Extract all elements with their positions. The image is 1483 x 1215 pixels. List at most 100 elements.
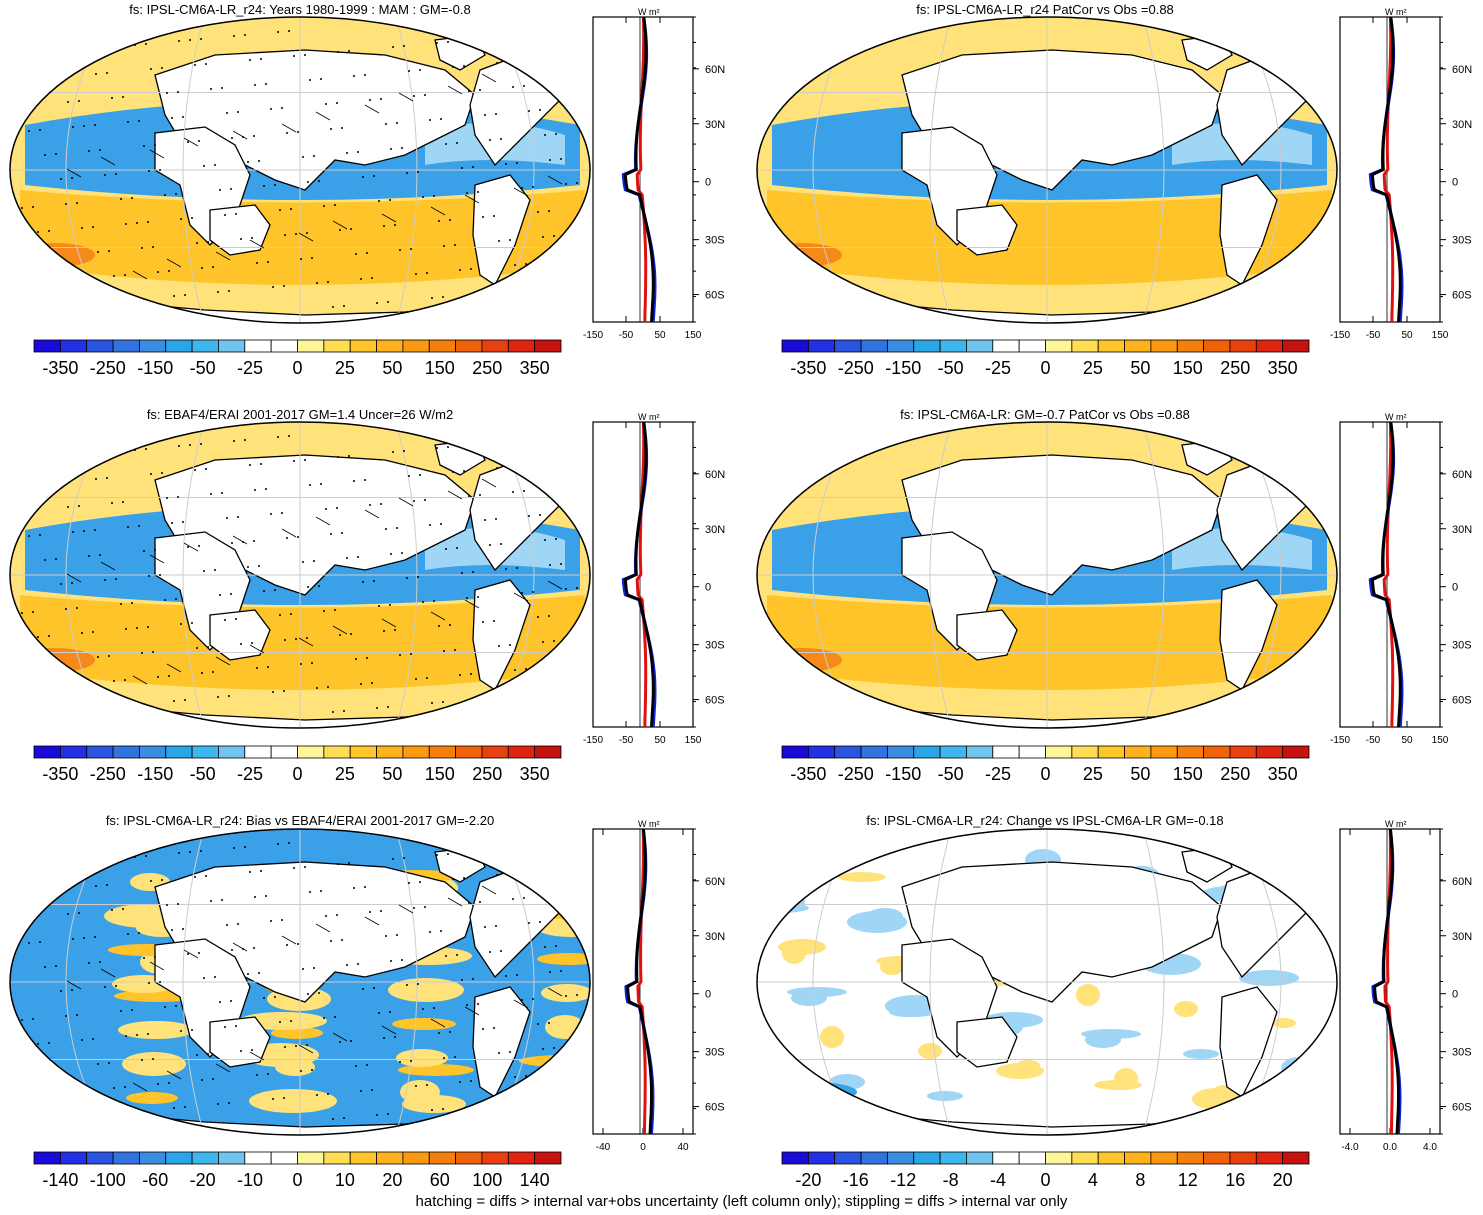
stipple-dot: [233, 440, 235, 442]
stipple-dot: [560, 563, 562, 565]
hatch-line: [381, 1025, 397, 1035]
colorbar-tick-label: 25: [335, 358, 355, 378]
stipple-dot: [376, 1114, 378, 1116]
profile-series-model: [635, 16, 648, 322]
stipple-dot: [19, 434, 21, 436]
colorbar-swatch: [165, 339, 193, 353]
hatch-line: [315, 111, 331, 121]
colorbar-swatch: [1282, 339, 1310, 353]
stipple-dot: [279, 209, 281, 211]
colorbar-tick-label: 0: [1040, 358, 1050, 378]
stipple-dot: [336, 507, 338, 509]
profile-unit-label: W m²: [1385, 7, 1407, 17]
stipple-dot: [505, 975, 507, 977]
colorbar-swatch: [860, 339, 888, 353]
stipple-dot: [394, 224, 396, 226]
stipple-dot: [69, 279, 71, 281]
stipple-dot: [525, 1075, 527, 1077]
stipple-dot: [364, 479, 366, 481]
hatch-line: [215, 251, 231, 261]
map-meridian: [1142, 829, 1165, 1135]
stipple-dot: [230, 188, 232, 190]
stipple-dot: [454, 649, 456, 651]
colorbar-tick-label: 100: [472, 1170, 502, 1190]
colorbar-tick-label: -25: [985, 358, 1011, 378]
stipple-dot: [502, 36, 504, 38]
stipple-dot: [472, 978, 474, 980]
hatch-line: [132, 675, 148, 685]
hatch-line: [447, 897, 463, 907]
stipple-dot: [131, 602, 133, 604]
colorbar-tick-label: 140: [520, 1170, 550, 1190]
colorbar-swatch: [887, 1151, 915, 1165]
stipple-dot: [378, 1012, 380, 1014]
stipple-dot: [493, 1027, 495, 1029]
stipple-dot: [390, 148, 392, 150]
map-change-patch: [1076, 984, 1100, 1006]
stipple-dot: [413, 95, 415, 97]
stipple-dot: [293, 460, 295, 462]
hatch-line: [232, 942, 248, 952]
profile-lat-label: 60N: [705, 469, 725, 481]
stipple-dot: [424, 906, 426, 908]
stipple-dot: [90, 453, 92, 455]
stipple-dot: [97, 1063, 99, 1065]
stipple-dot: [456, 954, 458, 956]
profile-lat-label: 60S: [1452, 695, 1472, 707]
stipple-dot: [104, 174, 106, 176]
hatch-line: [298, 232, 314, 242]
profile-lat-label: 0: [705, 989, 711, 1001]
colorbar-swatch: [1176, 1151, 1205, 1165]
stipple-dot: [37, 1043, 39, 1045]
stipple-dot: [113, 275, 115, 277]
stipple-dot: [249, 871, 251, 873]
map-meridian: [1142, 17, 1165, 323]
colorbar-tick-label: -150: [885, 358, 921, 378]
stipple-dot: [95, 885, 97, 887]
stipple-dot: [470, 673, 472, 675]
stipple-dot: [272, 691, 274, 693]
stipple-dot: [413, 907, 415, 909]
stipple-dot: [166, 904, 168, 906]
stipple-dot: [491, 442, 493, 444]
hatch-line: [149, 554, 165, 564]
stipple-dot: [502, 848, 504, 850]
stipple-dot: [325, 103, 327, 105]
profile-x-label: -150: [1330, 330, 1350, 341]
stipple-dot: [445, 143, 447, 145]
colorbar-tick-label: 10: [335, 1170, 355, 1190]
stipple-dot: [353, 887, 355, 889]
stipple-dot: [332, 1118, 334, 1120]
stipple-dot: [85, 303, 87, 305]
stipple-dot: [360, 1090, 362, 1092]
colorbar-swatch: [966, 339, 994, 353]
stipple-dot: [433, 600, 435, 602]
colorbar-tick-label: -50: [190, 358, 216, 378]
stipple-dot: [284, 234, 286, 236]
stipple-dot: [528, 110, 530, 112]
profile-x-label: -150: [583, 735, 603, 746]
stipple-dot: [88, 962, 90, 964]
colorbar-tick-label: -10: [237, 1170, 263, 1190]
stipple-dot: [35, 458, 37, 460]
stipple-dot: [55, 153, 57, 155]
stipple-dot: [472, 166, 474, 168]
hatch-line: [430, 611, 446, 621]
stipple-dot: [378, 605, 380, 607]
stipple-dot: [76, 202, 78, 204]
stipple-dot: [509, 239, 511, 241]
stipple-dot: [127, 121, 129, 123]
hatch-line: [281, 935, 297, 945]
stipple-dot: [514, 1076, 516, 1078]
stipple-dot: [99, 961, 101, 963]
colorbar-swatch: [1018, 745, 1046, 759]
stipple-dot: [569, 259, 571, 261]
profile-unit-label: W m²: [638, 412, 660, 422]
stipple-dot: [436, 42, 438, 44]
stipple-dot: [90, 860, 92, 862]
colorbar-swatch: [507, 1151, 536, 1165]
panel-6-zonal-profile: W m² 60N 30N 0 30S 60S -4.0 0.0 4.0: [1339, 819, 1472, 1153]
map-bias-patch: [537, 953, 590, 965]
map-positive-band: [767, 595, 1332, 690]
hatch-line: [132, 270, 148, 280]
